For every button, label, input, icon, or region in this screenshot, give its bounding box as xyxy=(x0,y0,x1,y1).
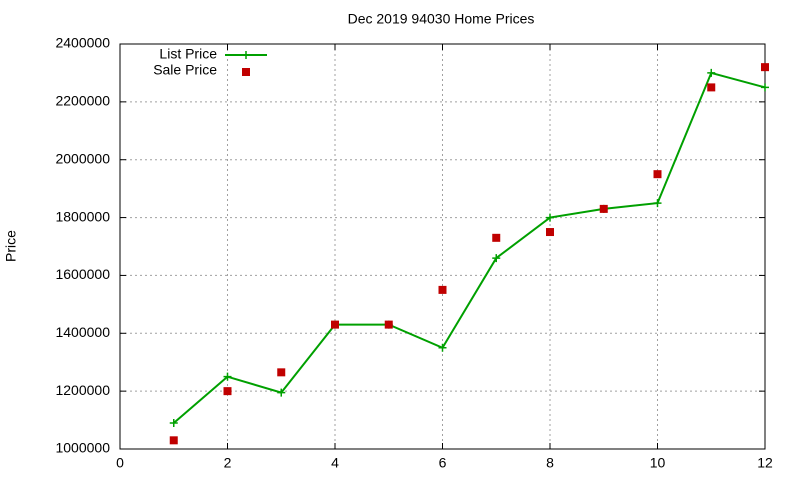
point-marker xyxy=(546,228,554,237)
y-tick-label: 1200000 xyxy=(55,382,110,398)
point-marker xyxy=(546,213,554,222)
x-tick-label: 6 xyxy=(439,455,447,471)
y-tick-label: 2000000 xyxy=(55,150,110,166)
point-marker xyxy=(653,170,662,179)
point-marker xyxy=(707,83,716,92)
y-tick-label: 1000000 xyxy=(55,440,110,456)
point-marker xyxy=(438,285,447,294)
y-axis-label: Price xyxy=(3,230,19,262)
point-marker xyxy=(277,388,286,397)
y-tick-label: 1600000 xyxy=(55,266,110,282)
point-marker xyxy=(277,368,286,377)
point-marker xyxy=(384,320,393,329)
point-marker xyxy=(438,343,447,352)
chart-title: Dec 2019 94030 Home Prices xyxy=(348,11,535,27)
point-marker xyxy=(242,68,250,76)
x-tick-label: 10 xyxy=(650,455,666,471)
line xyxy=(173,71,766,424)
legend-label: Sale Price xyxy=(153,62,217,78)
point-marker xyxy=(761,63,769,72)
point-marker xyxy=(331,320,339,329)
x-tick-label: 4 xyxy=(331,455,339,471)
point-marker xyxy=(599,204,608,213)
x-tick-label: 0 xyxy=(116,455,124,471)
point-marker xyxy=(169,418,178,427)
point-marker xyxy=(223,372,232,381)
point-marker xyxy=(223,387,232,396)
point-marker xyxy=(707,68,716,77)
legend-label: List Price xyxy=(159,46,217,62)
x-tick-label: 8 xyxy=(546,455,554,471)
point-marker xyxy=(169,436,178,445)
point-marker xyxy=(653,199,662,208)
plot-border xyxy=(119,43,766,450)
point-marker xyxy=(761,83,769,92)
point-marker xyxy=(242,51,250,59)
point-marker xyxy=(492,233,501,242)
x-tick-label: 2 xyxy=(224,455,232,471)
y-tick-label: 2400000 xyxy=(55,35,110,51)
y-tick-label: 1800000 xyxy=(55,208,110,224)
y-tick-label: 1400000 xyxy=(55,324,110,340)
point-marker xyxy=(492,254,501,263)
y-tick-label: 2200000 xyxy=(55,93,110,109)
x-tick-label: 12 xyxy=(757,455,773,471)
